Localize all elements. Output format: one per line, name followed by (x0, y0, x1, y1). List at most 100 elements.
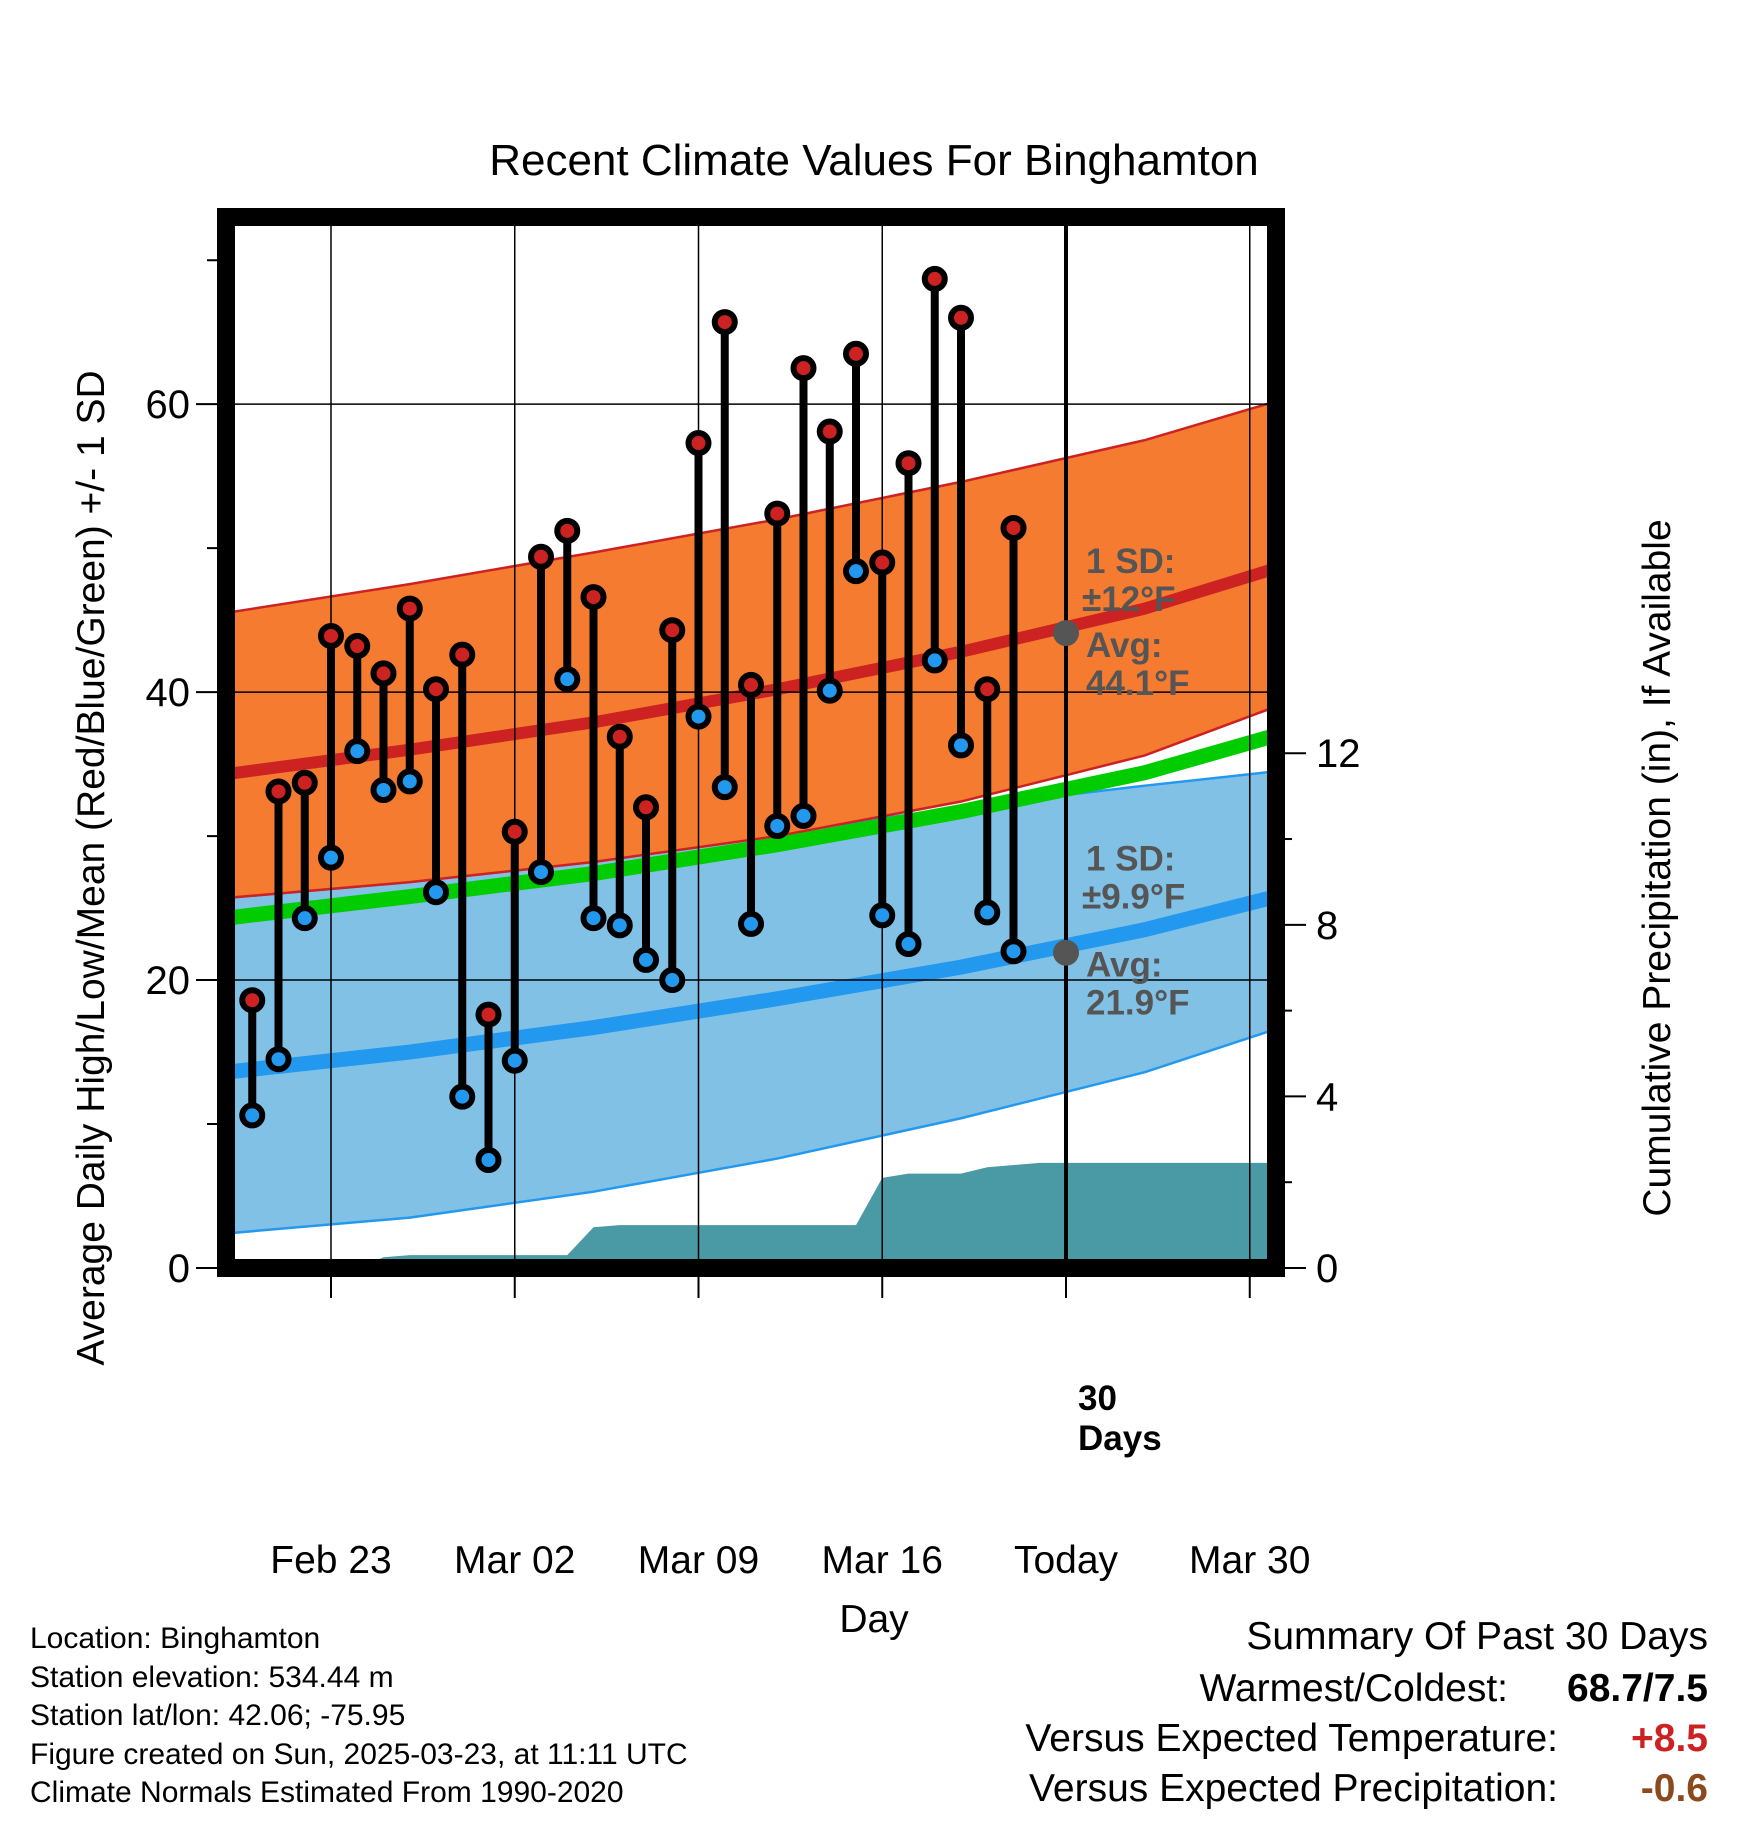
x-tick-label: Mar 30 (1189, 1539, 1310, 1582)
daily-high-point (554, 517, 581, 544)
daily-high-point (501, 818, 528, 845)
daily-low-point (318, 844, 344, 871)
daily-high-point (265, 778, 292, 805)
avg-low-line (226, 889, 1276, 1080)
daily-low-point (1000, 938, 1027, 965)
plot-frame (217, 208, 1285, 1277)
low-sd-label: 1 SD: (1086, 840, 1175, 879)
daily-high-point (685, 430, 712, 457)
daily-low-point (344, 738, 371, 765)
daily-high-point (396, 595, 423, 622)
daily-low-point (423, 879, 449, 906)
daily-low-point (685, 703, 712, 730)
y-tick-label: 20 (146, 959, 191, 1003)
daily-high-point (816, 418, 843, 445)
daily-high-point (239, 987, 266, 1014)
daily-low-point (554, 666, 581, 693)
daily-high-point (738, 671, 764, 698)
x-tick-label: Mar 02 (454, 1539, 575, 1582)
daily-high-point (423, 676, 449, 703)
latlon-text: Station lat/lon: 42.06; -75.95 (30, 1699, 406, 1732)
daily-high-point (1000, 514, 1027, 541)
daily-low-point (790, 802, 817, 829)
summary-warmest-row: Warmest/Coldest: 68.7/7.5 (808, 1667, 1708, 1717)
y-right-tick-label: 8 (1316, 904, 1338, 948)
daily-high-point (974, 676, 1001, 703)
plot-area (226, 217, 1276, 1268)
temp-value: +8.5 (1631, 1717, 1708, 1760)
y-right-tick-label: 0 (1316, 1247, 1338, 1291)
precip-label: Versus Expected Precipitation: (1029, 1767, 1558, 1810)
daily-low-point (843, 558, 869, 585)
y-tick-label: 0 (168, 1247, 190, 1291)
daily-high-point (528, 543, 554, 570)
y-axis-label: Average Daily High/Low/Mean (Red/Blue/Gr… (70, 370, 113, 1365)
low-sd-lower-line (226, 1027, 1276, 1235)
summary-precip-row: Versus Expected Precipitation: -0.6 (808, 1767, 1708, 1817)
warmest-value: 68.7/7.5 (1567, 1667, 1708, 1710)
daily-high-point (606, 723, 633, 750)
today-avg-high-marker (1053, 620, 1079, 647)
daily-low-point (764, 813, 791, 840)
daily-low-point (633, 946, 659, 973)
daily-high-point (895, 450, 922, 477)
temp-label: Versus Expected Temperature: (1025, 1717, 1558, 1760)
daily-high-point (344, 633, 371, 660)
normals-text: Climate Normals Estimated From 1990-2020 (30, 1776, 624, 1809)
avg-mean-line (226, 728, 1276, 926)
daily-high-point (633, 794, 659, 821)
daily-high-point (711, 309, 738, 336)
x-tick-label: Mar 16 (822, 1539, 943, 1582)
daily-low-point (948, 732, 974, 759)
summary-temp-row: Versus Expected Temperature: +8.5 (808, 1717, 1708, 1767)
high-sd-label: 1 SD: (1086, 542, 1175, 581)
low-avg-label: Avg: (1086, 946, 1162, 985)
daily-low-point (974, 899, 1001, 926)
daily-low-point (475, 1147, 502, 1174)
daily-low-point (291, 905, 318, 932)
summary-panel: Summary Of Past 30 Days Warmest/Coldest:… (808, 1615, 1708, 1817)
daily-low-point (816, 677, 843, 704)
x-tick-label: Mar 09 (638, 1539, 759, 1582)
days-count-label: 30 (1078, 1379, 1117, 1418)
elevation-text: Station elevation: 534.44 m (30, 1660, 394, 1694)
daily-low-point (265, 1046, 292, 1073)
daily-low-point (895, 931, 922, 958)
created-text: Figure created on Sun, 2025-03-23, at 11… (30, 1737, 688, 1771)
y-axis-right-label: Cumulative Precipitation (in), If Availa… (1636, 519, 1679, 1216)
high-avg-label: Avg: (1086, 626, 1162, 665)
daily-low-point (239, 1102, 266, 1129)
daily-low-point (659, 967, 686, 994)
daily-high-point (764, 500, 791, 527)
daily-high-point (475, 1001, 502, 1028)
daily-high-point (869, 549, 896, 576)
summary-title: Summary Of Past 30 Days (1246, 1615, 1708, 1658)
y-right-tick-label: 12 (1316, 732, 1361, 776)
precip-value: -0.6 (1640, 1767, 1708, 1810)
high-sd-value: ±12°F (1082, 580, 1176, 619)
daily-high-point (580, 584, 607, 611)
daily-high-point (449, 641, 476, 668)
daily-low-point (606, 912, 633, 939)
daily-low-point (501, 1047, 528, 1074)
daily-high-point (318, 622, 344, 649)
today-avg-low-marker (1053, 939, 1079, 966)
daily-low-point (869, 902, 896, 929)
daily-low-point (449, 1083, 476, 1110)
x-axis-label: Day (839, 1598, 909, 1641)
daily-high-point (659, 617, 686, 644)
y-right-tick-label: 4 (1316, 1075, 1338, 1119)
daily-high-point (921, 265, 948, 292)
x-tick-label: Today (1014, 1539, 1119, 1582)
daily-high-point (843, 340, 869, 367)
daily-low-point (921, 647, 948, 674)
daily-high-point (370, 660, 397, 687)
daily-low-point (580, 905, 607, 932)
location-text: Location: Binghamton (30, 1622, 321, 1655)
y-tick-label: 60 (146, 383, 191, 427)
daily-low-point (370, 777, 397, 804)
precipitation-area (226, 1162, 1276, 1268)
high-avg-value: 44.1°F (1086, 664, 1190, 703)
days-unit-label: Days (1078, 1419, 1162, 1458)
